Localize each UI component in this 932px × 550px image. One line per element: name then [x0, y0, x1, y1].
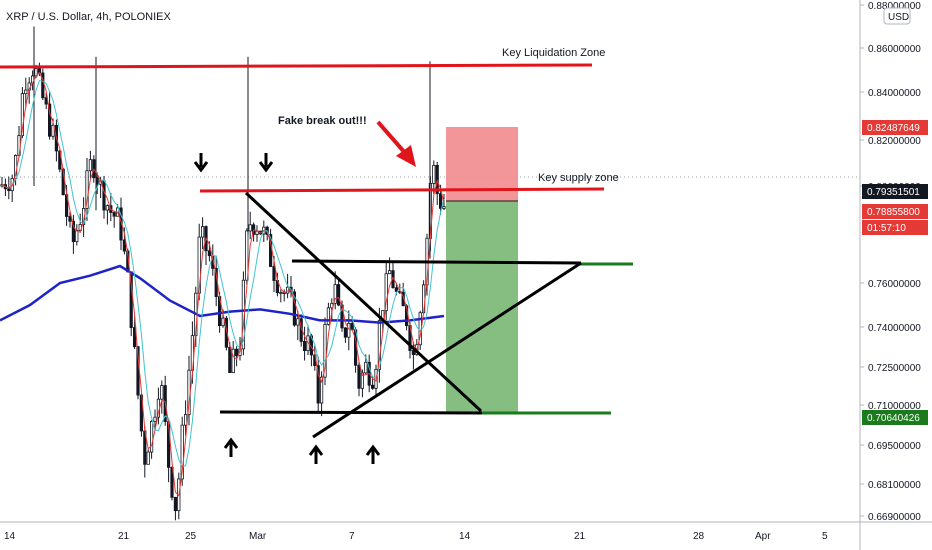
- price-tag-label: 01:57:10: [867, 223, 906, 234]
- liquidation-level-line: [0, 63, 593, 69]
- candle: [153, 409, 157, 429]
- ma-200-line: [0, 264, 445, 324]
- candle: [48, 90, 52, 140]
- price-tag: [862, 120, 928, 135]
- candle: [149, 420, 154, 459]
- y-tick-label: 0.66900000: [868, 512, 921, 523]
- arrow-up-icon: [223, 437, 239, 457]
- y-tick-label: 0.68100000: [868, 480, 921, 491]
- price-tag-label: 0.82487649: [867, 123, 920, 134]
- x-tick-label: 21: [118, 531, 130, 542]
- candle: [88, 150, 92, 179]
- candle: [41, 68, 45, 100]
- x-tick-label: Mar: [249, 531, 267, 542]
- x-tick-label: Apr: [755, 531, 771, 542]
- candle: [336, 278, 341, 307]
- y-tick-label: 0.82000000: [868, 136, 921, 147]
- candle: [255, 225, 259, 242]
- x-tick-label: 14: [4, 531, 16, 542]
- y-tick-label: 0.74000000: [868, 323, 921, 334]
- x-tick-label: 14: [459, 531, 471, 542]
- y-tick-label: 0.88000000: [868, 1, 921, 12]
- y-tick-label: 0.72500000: [868, 363, 921, 374]
- chart-title: XRP / U.S. Dollar, 4h, POLONIEX: [6, 11, 172, 23]
- support-black-line: [219, 410, 483, 415]
- liquidation-zone-label: Key Liquidation Zone: [502, 47, 605, 59]
- candle: [279, 289, 283, 303]
- candle: [132, 316, 137, 350]
- x-tick-label: 28: [693, 531, 705, 542]
- x-tick-label: 25: [185, 531, 197, 542]
- moving-averages: [0, 71, 445, 497]
- candle: [170, 466, 174, 501]
- supply-zone-label: Key supply zone: [538, 172, 619, 184]
- candle: [173, 496, 177, 521]
- svg-text:USD: USD: [888, 12, 909, 23]
- candle: [357, 361, 361, 397]
- candle: [323, 317, 327, 386]
- x-tick-label: 5: [822, 531, 828, 542]
- supply-level-line: [199, 187, 605, 193]
- candle: [302, 326, 307, 361]
- arrow-down-icon: [193, 153, 209, 173]
- price-tag: [862, 220, 928, 235]
- candle: [112, 210, 116, 228]
- candle: [224, 316, 228, 351]
- candle: [228, 342, 232, 373]
- candle: [377, 307, 382, 383]
- candle: [347, 310, 351, 351]
- candle: [319, 371, 324, 417]
- take-profit-zone: [446, 201, 518, 413]
- candle: [292, 289, 297, 327]
- y-tick-label: 0.71000000: [868, 401, 921, 412]
- candle: [68, 211, 72, 228]
- candle: [248, 211, 252, 240]
- ma-red-line: [1, 71, 445, 497]
- y-tick-label: 0.76000000: [868, 279, 921, 290]
- y-tick-label: 0.69500000: [868, 441, 921, 452]
- price-tag: [862, 184, 928, 199]
- price-tag-label: 0.70640426: [867, 413, 920, 424]
- arrow-up-icon: [365, 444, 381, 464]
- candle: [105, 204, 109, 225]
- fake-breakout-label: Fake break out!!!: [278, 115, 367, 127]
- candle: [160, 380, 164, 414]
- candle: [316, 356, 320, 413]
- price-axis[interactable]: 0.88000000 0.86000000 0.84000000 0.82000000…: [860, 1, 921, 523]
- currency-badge[interactable]: USD: [883, 7, 911, 25]
- arrow-up-icon: [308, 444, 324, 464]
- red-arrow-icon: [376, 120, 416, 167]
- candle: [245, 228, 249, 286]
- candlestick-series: [0, 26, 446, 521]
- triangle-rising-line: [312, 261, 582, 439]
- price-tag-label: 0.79351501: [867, 187, 920, 198]
- ma-cyan-line: [1, 80, 445, 468]
- descending-trendline: [244, 191, 483, 413]
- candle: [326, 302, 331, 326]
- y-tick-label: 0.84000000: [868, 88, 921, 99]
- candle: [146, 449, 150, 465]
- price-tags: 0.82487649 0.79351501 0.78855800 01:57:10 0.…: [862, 120, 928, 425]
- x-tick-label: 21: [574, 531, 586, 542]
- price-tag: [862, 204, 928, 219]
- candle: [387, 257, 392, 275]
- candle: [343, 327, 348, 343]
- arrow-down-icon: [258, 153, 274, 173]
- price-tag-label: 0.78855800: [867, 207, 920, 218]
- candle: [85, 157, 89, 221]
- triangle-top-line: [291, 259, 582, 265]
- candle: [24, 77, 28, 108]
- candle: [234, 346, 239, 367]
- candle: [183, 400, 188, 436]
- candle: [384, 261, 388, 321]
- price-tag: [862, 410, 928, 425]
- candle: [71, 214, 75, 254]
- time-axis[interactable]: 14 21 25 Mar 7 14 21 28 Apr 5: [4, 531, 828, 542]
- candle: [200, 217, 205, 250]
- y-tick-label: 0.86000000: [868, 44, 921, 55]
- x-tick-label: 7: [349, 531, 355, 542]
